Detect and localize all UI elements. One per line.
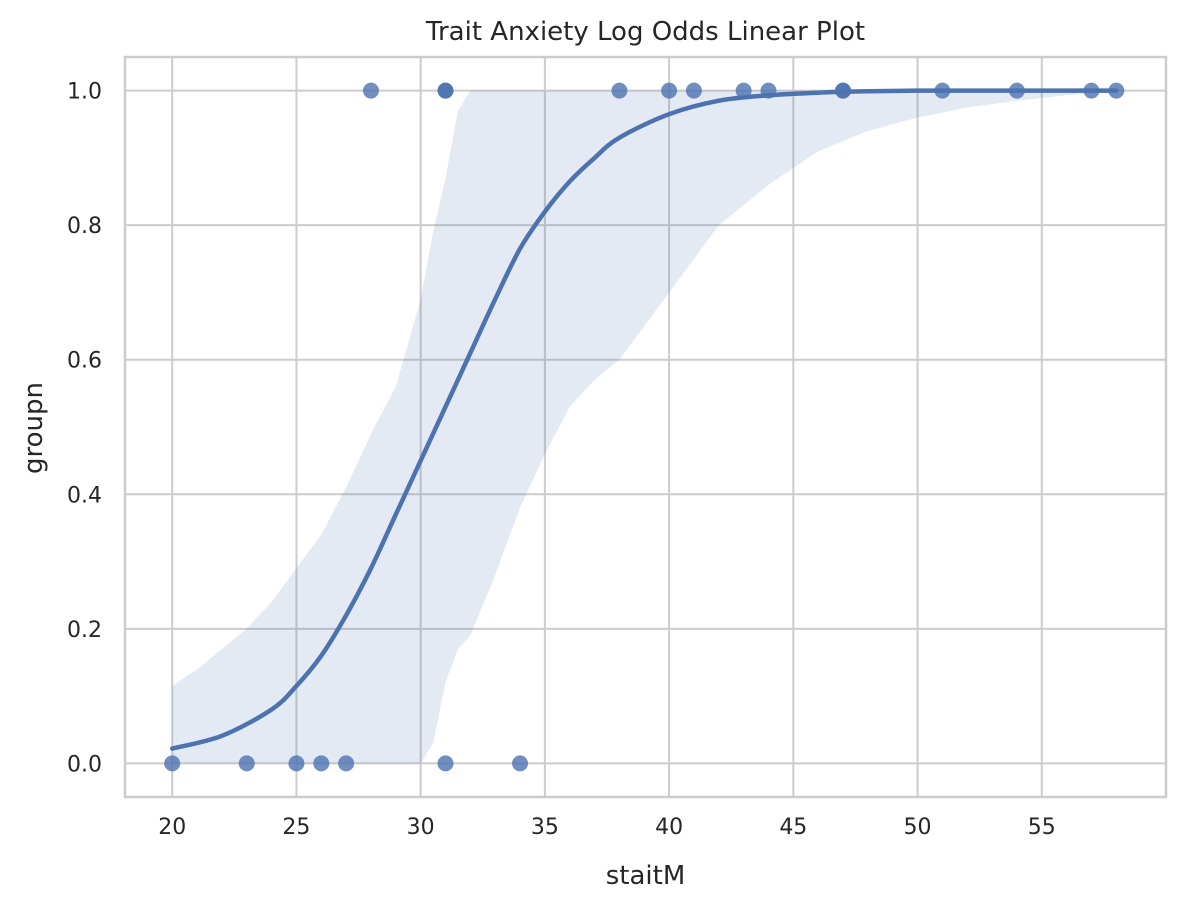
y-tick-label: 0.0 [67,752,102,777]
data-point [661,82,678,99]
confidence-band [172,90,1117,764]
x-tick-label: 40 [655,815,683,840]
data-point [288,755,305,772]
data-points [164,82,1125,772]
x-tick-label: 25 [282,815,310,840]
x-tick-label: 50 [904,815,932,840]
data-point [934,82,951,99]
x-axis-label: staitM [606,861,686,891]
y-tick-label: 0.2 [67,618,102,643]
y-axis-label: groupn [19,382,49,474]
data-point [437,82,454,99]
data-point [1108,82,1125,99]
data-point [238,755,255,772]
confidence-band-layer [172,90,1117,764]
y-tick-label: 1.0 [67,80,102,105]
data-point [835,82,852,99]
data-point [362,82,379,99]
data-point [512,755,529,772]
x-tick-label: 35 [531,815,559,840]
x-tick-label: 55 [1028,815,1056,840]
chart-title: Trait Anxiety Log Odds Linear Plot [425,17,865,47]
y-tick-label: 0.6 [67,349,102,374]
data-point [760,82,777,99]
y-tick-labels: 0.0 0.2 0.4 0.6 0.8 1.0 [67,80,102,778]
data-point [611,82,628,99]
data-point [338,755,355,772]
data-point [437,755,454,772]
data-point [164,755,181,772]
y-tick-label: 0.4 [67,483,102,508]
data-point [735,82,752,99]
data-point [1083,82,1100,99]
data-point [685,82,702,99]
fit-line [169,88,1119,751]
x-tick-label: 45 [779,815,807,840]
x-tick-labels: 20 25 30 35 40 45 50 55 [158,815,1056,840]
x-tick-label: 20 [158,815,186,840]
data-point [313,755,330,772]
axes-frame [123,55,1168,799]
y-tick-label: 0.8 [67,214,102,239]
fit-line-layer [169,88,1119,751]
x-tick-label: 30 [407,815,435,840]
data-point [1008,82,1025,99]
